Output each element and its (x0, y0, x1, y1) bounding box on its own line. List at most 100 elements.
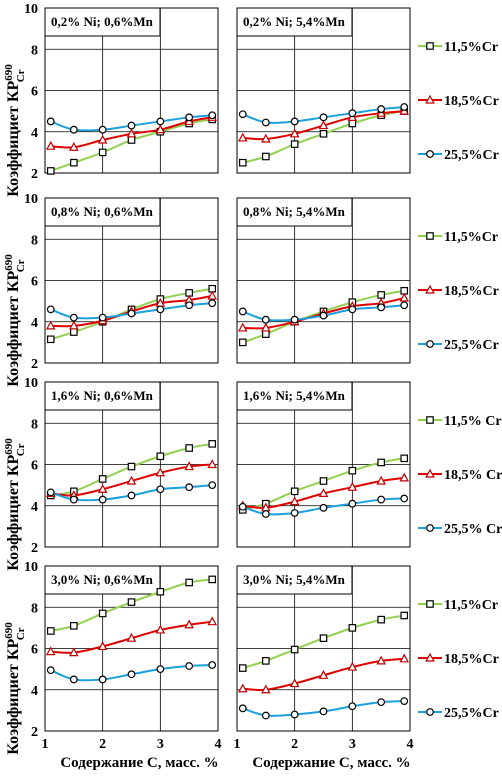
data-point-r1-c1-s2-0 (238, 307, 247, 316)
data-point-r3-c0-s0-0 (46, 627, 55, 635)
y-tick-label-r3-0: 2 (31, 725, 38, 740)
data-point-r3-c1-s0-6 (400, 611, 409, 620)
data-point-r2-c1-s0-3 (319, 477, 328, 485)
y-tick-label-r1-1: 4 (31, 316, 38, 331)
data-point-r2-c0-s0-6 (208, 440, 217, 448)
data-point-r3-c0-s0-4 (156, 587, 165, 596)
x-tick-label-c1-2: 3 (349, 737, 356, 752)
legend-marker-r0-2 (426, 150, 434, 158)
data-point-r1-c1-s1-6 (399, 292, 410, 302)
data-point-r3-c0-s2-3 (127, 670, 136, 679)
data-point-r3-c0-s2-4 (156, 665, 165, 674)
data-point-r1-c0-s1-1 (69, 320, 79, 330)
y-tick-label-r2-1: 4 (31, 500, 38, 515)
panel-title-r0-c0: 0,2% Ni; 0,6%Mn (51, 14, 154, 29)
data-point-r0-c1-s1-0 (237, 132, 248, 142)
panel-title-box-r0-c1 (236, 7, 353, 37)
panel-title-r1-c1: 0,8% Ni; 5,4%Mn (243, 204, 346, 219)
data-point-r3-c1-s0-3 (319, 634, 328, 642)
legend-label-r2-1: 18,5% Cr (444, 468, 502, 483)
data-point-r3-c1-s2-4 (348, 702, 357, 711)
data-point-r0-c0-s1-4 (155, 124, 166, 134)
data-point-r3-c0-s2-6 (208, 661, 217, 669)
data-point-r3-c0-s0-3 (127, 598, 136, 606)
data-point-r3-c1-s0-4 (348, 624, 357, 632)
y-tick-label-r0-1: 4 (31, 126, 38, 141)
data-point-r3-c1-s1-2 (289, 678, 300, 688)
data-point-r1-c0-s2-5 (185, 301, 194, 310)
x-axis-label-c0: Содержание С, масс. % (60, 755, 218, 771)
data-point-r0-c0-s2-1 (69, 125, 78, 134)
data-point-r0-c1-s2-0 (238, 110, 247, 119)
data-point-r3-c1-s2-0 (238, 704, 247, 713)
data-point-r1-c1-s1-0 (237, 322, 248, 332)
data-point-r0-c0-s2-3 (127, 121, 136, 130)
data-point-r0-c1-s2-6 (400, 103, 409, 111)
data-point-r3-c0-s1-2 (97, 641, 108, 651)
data-point-r1-c0-s2-4 (156, 305, 165, 314)
legend-label-r0-0: 11,5%Cr (444, 40, 498, 55)
data-point-r3-c1-s0-2 (290, 645, 299, 654)
legend-label-r0-2: 25,5%Cr (444, 148, 499, 163)
panel-title-box-r1-c0 (44, 197, 161, 227)
data-point-r3-c1-s0-0 (238, 664, 247, 672)
data-point-r2-c0-s2-0 (46, 488, 55, 497)
data-point-r2-c0-s2-2 (98, 495, 107, 504)
data-point-r1-c1-s2-5 (377, 303, 386, 312)
data-point-r0-c0-s2-6 (208, 111, 217, 120)
y-tick-label-r1-3: 8 (31, 233, 38, 248)
data-point-r3-c1-s2-2 (290, 710, 299, 719)
y-tick-label-r1-2: 6 (31, 275, 38, 290)
y-tick-label-r1-0: 2 (31, 357, 38, 372)
data-point-r1-c0-s2-0 (46, 305, 55, 314)
data-point-r0-c0-s1-3 (126, 128, 137, 138)
data-point-r3-c0-s0-1 (70, 622, 78, 630)
data-point-r0-c0-s2-0 (46, 117, 55, 126)
data-point-r2-c1-s2-4 (348, 499, 357, 508)
panel-title-r2-c0: 1,6% Ni; 0,6%Mn (51, 388, 154, 403)
legend-label-r2-0: 11,5% Cr (444, 414, 502, 429)
data-point-r1-c0-s2-3 (127, 309, 136, 318)
panel-title-box-r1-c1 (236, 197, 353, 227)
data-point-r3-c1-s2-6 (400, 697, 409, 705)
data-point-r1-c1-s0-0 (238, 338, 247, 347)
legend-label-r3-1: 18,5%Cr (444, 652, 499, 667)
legend-marker-r3-0 (426, 600, 434, 608)
data-point-r2-c1-s0-4 (348, 466, 357, 475)
data-point-r3-c1-s1-3 (318, 670, 329, 679)
x-tick-label-c0-0: 1 (42, 737, 49, 752)
y-tick-label-r0-0: 2 (31, 167, 38, 182)
panel-r3-c0: 3,0% Ni; 0,6%Mn (44, 565, 219, 732)
x-tick-label-c1-0: 1 (234, 737, 241, 752)
legend-label-r3-0: 11,5%Cr (444, 598, 498, 613)
data-point-r1-c0-s2-2 (98, 313, 107, 322)
y-tick-label-r2-0: 2 (31, 541, 38, 556)
data-point-r1-c0-s2-6 (208, 299, 217, 308)
data-point-r1-c0-s2-1 (69, 313, 78, 322)
data-point-r0-c0-s1-1 (69, 141, 79, 151)
data-point-r3-c0-s2-0 (46, 666, 55, 675)
data-point-r3-c0-s1-3 (126, 632, 137, 642)
y-tick-label-r3-1: 4 (31, 684, 38, 699)
data-point-r2-c0-s1-3 (126, 475, 137, 485)
data-point-r0-c1-s2-5 (377, 105, 386, 113)
x-tick-label-c0-3: 4 (215, 737, 222, 752)
y-tick-label-r3-3: 8 (31, 601, 38, 616)
data-point-r1-c0-s0-1 (70, 328, 78, 336)
legend-marker-r2-2 (426, 524, 434, 532)
data-point-r3-c1-s2-5 (377, 698, 386, 707)
panel-title-box-r2-c0 (44, 381, 161, 411)
x-tick-label-c0-1: 2 (99, 737, 106, 752)
data-point-r2-c0-s0-2 (98, 475, 107, 483)
panel-r3-c1: 3,0% Ni; 5,4%Mn (236, 565, 411, 732)
data-point-r1-c1-s0-5 (377, 291, 385, 299)
data-point-r3-c0-s1-6 (207, 616, 218, 626)
y-axis-label-r1: Коэффициет КР690Cr (3, 254, 27, 387)
y-tick-label-r2-4: 10 (24, 376, 38, 391)
data-point-r2-c1-s2-1 (261, 510, 270, 518)
x-tick-label-c0-2: 3 (157, 737, 164, 752)
x-tick-label-c1-3: 4 (407, 737, 414, 752)
data-point-r0-c0-s1-0 (45, 140, 56, 150)
legend-marker-r1-1 (425, 284, 435, 294)
